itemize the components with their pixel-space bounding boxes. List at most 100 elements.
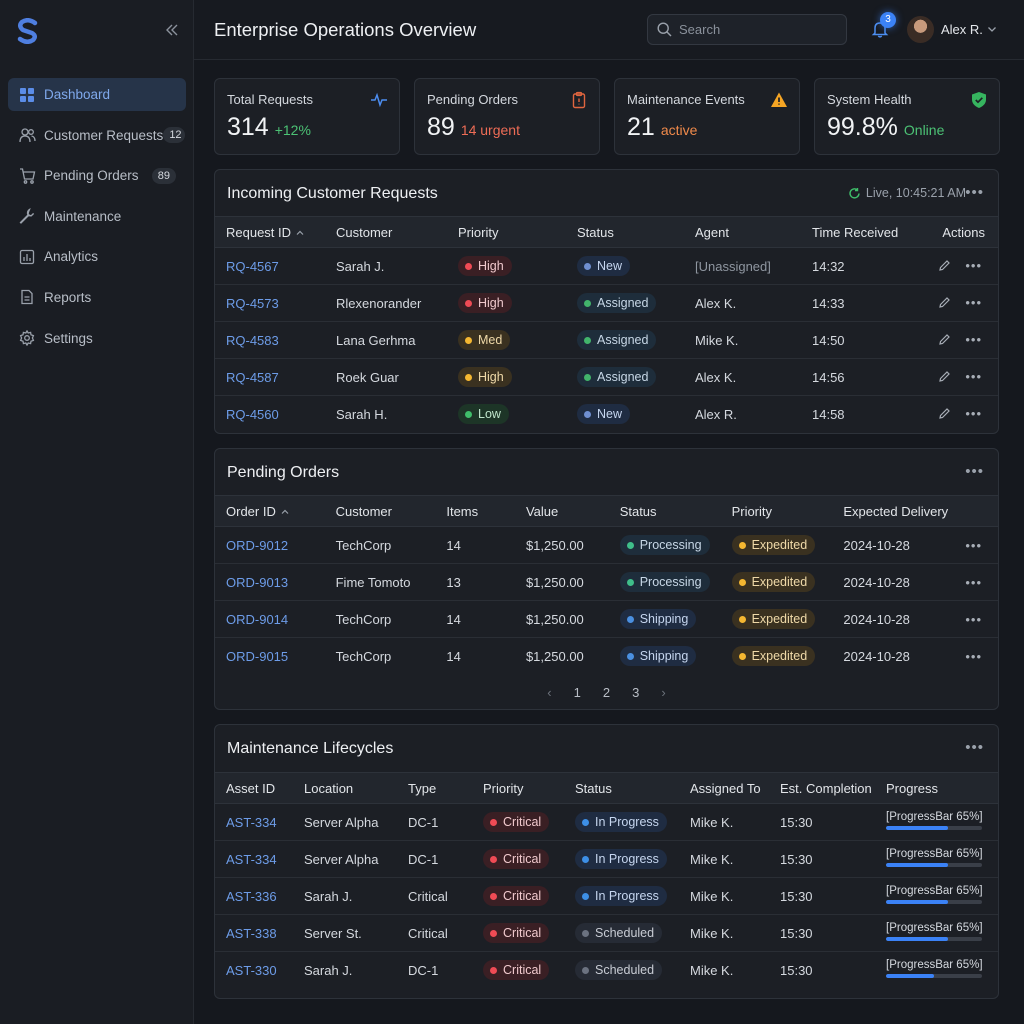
next-page-button[interactable]: ›: [661, 685, 666, 700]
column-header[interactable]: Priority: [472, 772, 564, 804]
column-header[interactable]: Expected Delivery: [832, 495, 955, 527]
request-id-link[interactable]: RQ-4560: [226, 406, 279, 422]
table-row[interactable]: ORD-9014 TechCorp 14 $1,250.00 Shipping Exped…: [215, 600, 998, 638]
more-icon[interactable]: •••: [965, 184, 984, 201]
stat-card-system-health[interactable]: System Health 99.8% Online: [814, 78, 1000, 155]
row-more-icon[interactable]: •••: [965, 648, 982, 664]
stat-card-pending-orders[interactable]: Pending Orders 89 14 urgent: [414, 78, 600, 155]
more-icon[interactable]: •••: [965, 463, 984, 480]
request-id-link[interactable]: RQ-4567: [226, 258, 279, 274]
column-header[interactable]: Progress: [875, 772, 998, 804]
row-more-icon[interactable]: •••: [965, 368, 982, 384]
row-more-icon[interactable]: •••: [965, 257, 982, 273]
column-header[interactable]: Time Received: [801, 216, 916, 248]
page-button[interactable]: 2: [602, 685, 611, 700]
progress-bar: [886, 862, 982, 867]
table-row[interactable]: RQ-4567 Sarah J. High New [Unassigned] 14:32 •…: [215, 247, 998, 285]
status-dot: [738, 615, 746, 623]
progress-label: [ProgressBar 65%]: [886, 810, 983, 823]
column-header[interactable]: Customer: [325, 216, 447, 248]
collapse-sidebar-icon[interactable]: [163, 21, 181, 39]
progress-bar: [886, 973, 982, 978]
column-header[interactable]: Items: [435, 495, 515, 527]
sidebar-item-analytics[interactable]: Analytics: [8, 240, 186, 273]
table-row[interactable]: RQ-4573 Rlexenorander High Assigned Alex K. 1…: [215, 284, 998, 322]
search-input[interactable]: [679, 22, 829, 37]
edit-icon[interactable]: [938, 296, 951, 309]
sidebar-item-dashboard[interactable]: Dashboard: [8, 78, 186, 111]
asset-id-link[interactable]: AST-330: [226, 962, 277, 978]
stat-card-total-requests[interactable]: Total Requests 314 +12%: [214, 78, 400, 155]
row-more-icon[interactable]: •••: [965, 331, 982, 347]
table-row[interactable]: ORD-9015 TechCorp 14 $1,250.00 Shipping Exped…: [215, 638, 998, 675]
sidebar-item-maintenance[interactable]: Maintenance: [8, 200, 186, 233]
column-header[interactable]: Customer: [324, 495, 436, 527]
sidebar-item-reports[interactable]: Reports: [8, 281, 186, 314]
chevron-down-icon[interactable]: [986, 23, 998, 35]
column-header[interactable]: Type: [397, 772, 472, 804]
sidebar-item-settings[interactable]: Settings: [8, 322, 186, 355]
prev-page-button[interactable]: ‹: [547, 685, 552, 700]
order-id-link[interactable]: ORD-9014: [226, 611, 289, 627]
row-more-icon[interactable]: •••: [965, 294, 982, 310]
page-button[interactable]: 3: [632, 685, 640, 700]
table-row[interactable]: RQ-4560 Sarah H. Low New Alex R. 14:58 •••: [215, 396, 998, 433]
row-more-icon[interactable]: •••: [965, 405, 982, 421]
stat-sub: Online: [903, 122, 945, 138]
table-row[interactable]: AST-334 Server Alpha DC-1 Critical In Progre…: [215, 840, 998, 878]
edit-icon[interactable]: [938, 370, 951, 383]
avatar[interactable]: [907, 16, 934, 43]
stat-card-maintenance-events[interactable]: Maintenance Events 21 active: [614, 78, 800, 155]
column-header[interactable]: Value: [514, 495, 609, 527]
agent-cell: Mike K.: [684, 321, 801, 359]
column-header[interactable]: Request ID: [215, 216, 325, 248]
table-row[interactable]: AST-330 Sarah J. DC-1 Critical Scheduled Mike…: [215, 952, 998, 989]
edit-icon[interactable]: [938, 333, 951, 346]
request-id-link[interactable]: RQ-4573: [226, 295, 279, 311]
column-header[interactable]: Asset ID: [215, 772, 293, 804]
order-id-link[interactable]: ORD-9015: [226, 648, 289, 664]
column-header[interactable]: Priority: [447, 216, 566, 248]
customer-cell: Rlexenorander: [325, 284, 447, 322]
table-row[interactable]: AST-334 Server Alpha DC-1 Critical In Progre…: [215, 803, 998, 841]
column-header[interactable]: Est. Completion: [769, 772, 875, 804]
sort-asc-icon[interactable]: [281, 508, 289, 516]
table-row[interactable]: AST-336 Sarah J. Critical Critical In Progre…: [215, 877, 998, 915]
column-header[interactable]: Status: [566, 216, 684, 248]
table-row[interactable]: AST-338 Server St. Critical Critical Schedul…: [215, 914, 998, 952]
row-more-icon[interactable]: •••: [965, 611, 982, 627]
column-header[interactable]: Order ID: [215, 495, 325, 527]
sort-asc-icon[interactable]: [296, 229, 304, 237]
asset-id-link[interactable]: AST-336: [226, 888, 277, 904]
sidebar-item-customer-requests[interactable]: Customer Requests 12: [8, 119, 186, 152]
edit-icon[interactable]: [938, 259, 951, 272]
table-row[interactable]: ORD-9012 TechCorp 14 $1,250.00 Processing Exp…: [215, 526, 998, 564]
user-name[interactable]: Alex R.: [941, 22, 983, 37]
table-row[interactable]: ORD-9013 Fime Tomoto 13 $1,250.00 Processing…: [215, 563, 998, 601]
priority-badge: High: [458, 293, 512, 313]
column-header[interactable]: Status: [564, 772, 679, 804]
column-header[interactable]: Assigned To: [679, 772, 769, 804]
sidebar-item-pending-orders[interactable]: Pending Orders 89: [8, 159, 186, 192]
refresh-icon[interactable]: [848, 187, 861, 200]
row-more-icon[interactable]: •••: [965, 574, 982, 590]
asset-id-link[interactable]: AST-338: [226, 925, 277, 941]
row-more-icon[interactable]: •••: [965, 537, 982, 553]
asset-id-link[interactable]: AST-334: [226, 851, 277, 867]
column-header[interactable]: Priority: [720, 495, 833, 527]
order-id-link[interactable]: ORD-9012: [226, 537, 289, 553]
column-header[interactable]: Agent: [684, 216, 801, 248]
order-id-link[interactable]: ORD-9013: [226, 574, 289, 590]
column-header[interactable]: Status: [608, 495, 721, 527]
edit-icon[interactable]: [938, 407, 951, 420]
request-id-link[interactable]: RQ-4583: [226, 332, 279, 348]
page-button[interactable]: 1: [573, 685, 581, 700]
table-row[interactable]: RQ-4583 Lana Gerhma Med Assigned Mike K. 14:5…: [215, 321, 998, 359]
column-header[interactable]: Location: [293, 772, 397, 804]
logo-icon[interactable]: [17, 18, 39, 44]
search-box[interactable]: [647, 14, 847, 45]
table-row[interactable]: RQ-4587 Roek Guar High Assigned Alex K. 14:56…: [215, 358, 998, 396]
asset-id-link[interactable]: AST-334: [226, 814, 277, 830]
more-icon[interactable]: •••: [965, 739, 984, 756]
request-id-link[interactable]: RQ-4587: [226, 369, 279, 385]
